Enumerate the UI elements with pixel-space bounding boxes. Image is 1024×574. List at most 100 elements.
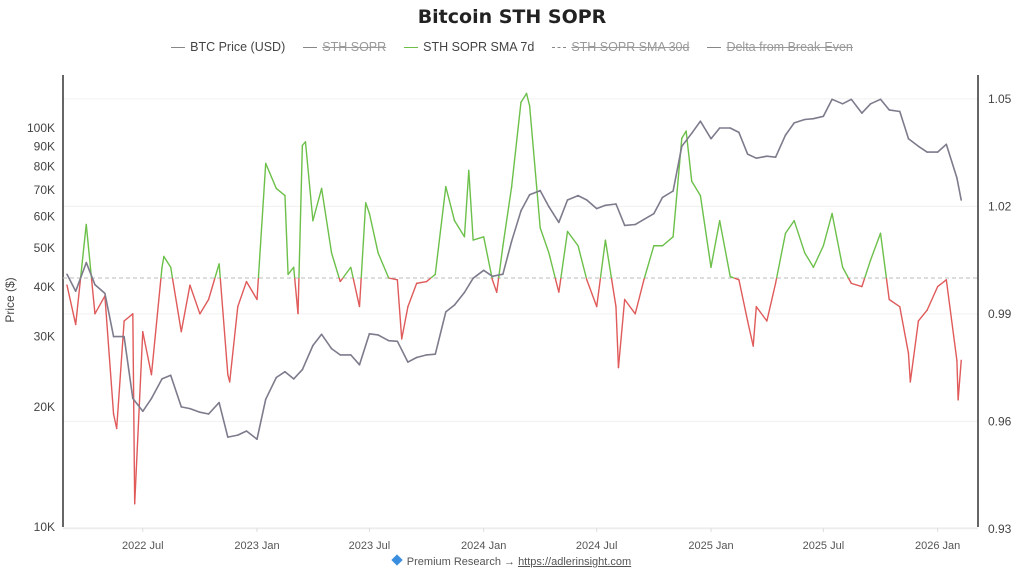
btc-price-point — [349, 354, 352, 356]
btc-price-point — [312, 344, 314, 347]
y-left-tick-label: 40K — [34, 280, 55, 294]
btc-price-point — [710, 137, 712, 140]
sopr-sma-7d-segment — [483, 236, 493, 279]
sopr-sma-7d-segment — [330, 252, 340, 279]
sopr-sma-7d-segment — [738, 279, 749, 322]
btc-price-point — [320, 333, 323, 336]
sopr-sma-7d-segment — [497, 245, 504, 279]
sopr-sma-7d-segment — [596, 277, 602, 307]
legend-item-delta-break-even[interactable]: Delta from Break-Even — [707, 40, 853, 54]
sopr-sma-7d-point — [463, 236, 466, 238]
sopr-sma-7d-point — [624, 298, 626, 301]
y-left-tick-label: 80K — [34, 160, 55, 174]
sopr-sma-7d-segment — [229, 305, 239, 383]
sopr-sma-7d-segment — [699, 194, 712, 268]
sopr-sma-7d-segment — [733, 277, 740, 281]
btc-price-point — [94, 283, 96, 286]
sopr-sma-7d-segment — [218, 263, 221, 279]
sopr-sma-7d-point — [496, 291, 498, 293]
btc-price-point — [368, 332, 371, 335]
sopr-sma-7d-segment — [539, 227, 550, 254]
btc-price-point — [784, 134, 787, 136]
sopr-sma-7d-segment — [256, 277, 260, 300]
sopr-sma-7d-segment — [468, 169, 474, 241]
sopr-sma-7d-segment — [79, 224, 87, 279]
sopr-sma-7d-segment — [491, 279, 498, 294]
x-tick-label: 2025 Jul — [803, 540, 845, 552]
sopr-sma-7d-segment — [804, 252, 815, 268]
sopr-sma-7d-segment — [287, 266, 295, 276]
sopr-sma-7d-segment — [775, 233, 787, 279]
sopr-sma-7d-segment — [661, 236, 674, 247]
sopr-sma-7d-point — [445, 186, 447, 188]
sopr-sma-7d-segment — [407, 282, 418, 308]
btc-price-point — [445, 311, 447, 313]
btc-price-point — [548, 205, 550, 208]
btc-price-line — [66, 98, 962, 441]
sopr-sma-7d-point — [822, 245, 824, 247]
sopr-sma-7d-point — [719, 220, 721, 222]
btc-price-point — [502, 273, 504, 276]
sopr-sma-7d-segment — [496, 277, 500, 293]
sopr-sma-7d-point — [957, 399, 959, 401]
sopr-sma-7d-segment — [66, 284, 77, 326]
footer-link[interactable]: https://adlerinsight.com — [518, 556, 632, 568]
sopr-sma-7d-point — [180, 331, 182, 333]
sopr-sma-7d-segment — [885, 277, 890, 300]
legend-swatch — [171, 46, 186, 48]
btc-price-point — [917, 145, 920, 148]
btc-price-point — [793, 122, 795, 124]
btc-price-point — [123, 335, 125, 338]
legend: BTC Price (USD) STH SOPR STH SOPR SMA 7d… — [0, 40, 1024, 54]
sopr-sma-7d-segment — [275, 187, 286, 197]
btc-price-point — [945, 143, 948, 146]
sopr-sma-7d-segment — [528, 105, 541, 229]
sopr-sma-7d-point — [116, 427, 118, 430]
sopr-sma-7d-point — [747, 320, 749, 322]
sopr-sma-7d-point — [850, 282, 852, 284]
sopr-sma-7d-segment — [426, 277, 432, 283]
sopr-sma-7d-segment — [718, 219, 731, 278]
sopr-sma-7d-point — [256, 298, 258, 301]
legend-item-sth-sopr[interactable]: STH SOPR — [303, 40, 386, 54]
sopr-sma-7d-segment — [510, 101, 522, 188]
legend-item-sth-sopr-sma-30d[interactable]: STH SOPR SMA 30d — [552, 40, 689, 54]
btc-price-point — [672, 190, 674, 192]
legend-label: STH SOPR — [322, 40, 387, 54]
sopr-sma-7d-point — [766, 320, 768, 322]
sopr-sma-7d-segment — [365, 202, 371, 215]
sopr-sma-7d-point — [189, 284, 191, 286]
btc-price-point — [189, 407, 191, 410]
sopr-sma-7d-segment — [214, 263, 220, 279]
sopr-sma-7d-point — [842, 266, 844, 268]
sopr-sma-7d-segment — [604, 239, 613, 279]
sopr-sma-7d-point — [132, 313, 134, 315]
btc-price-point — [615, 203, 617, 205]
sopr-sma-7d-point — [483, 236, 485, 238]
sopr-sma-7d-point — [738, 279, 740, 281]
sopr-sma-7d-point — [831, 212, 833, 215]
btc-price-point — [850, 98, 853, 101]
sopr-sma-7d-point — [425, 280, 428, 283]
btc-price-point — [275, 376, 278, 379]
sopr-sma-7d-segment — [104, 295, 115, 415]
y-left-tick-label: 20K — [34, 400, 55, 414]
btc-price-point — [690, 132, 693, 135]
sopr-sma-7d-point — [586, 279, 588, 281]
sopr-sma-7d-segment — [710, 219, 721, 268]
sopr-sma-7d-point — [502, 245, 504, 247]
sopr-sma-7d-point — [566, 230, 569, 233]
legend-item-btc-price[interactable]: BTC Price (USD) — [171, 40, 285, 54]
y-left-tick-label: 60K — [34, 210, 55, 224]
btc-price-point — [898, 110, 901, 113]
sopr-sma-7d-segment — [729, 275, 735, 279]
sopr-sma-7d-point — [350, 266, 352, 268]
sopr-sma-7d-point — [293, 266, 295, 268]
legend-item-sth-sopr-sma-7d[interactable]: STH SOPR SMA 7d — [404, 40, 534, 54]
sopr-sma-7d-point — [617, 366, 620, 369]
sopr-sma-7d-segment — [123, 313, 134, 322]
btc-price-point — [812, 117, 815, 120]
sopr-sma-7d-segment — [681, 130, 687, 139]
btc-price-point — [680, 145, 683, 148]
x-tick-label: 2023 Jan — [234, 540, 279, 552]
